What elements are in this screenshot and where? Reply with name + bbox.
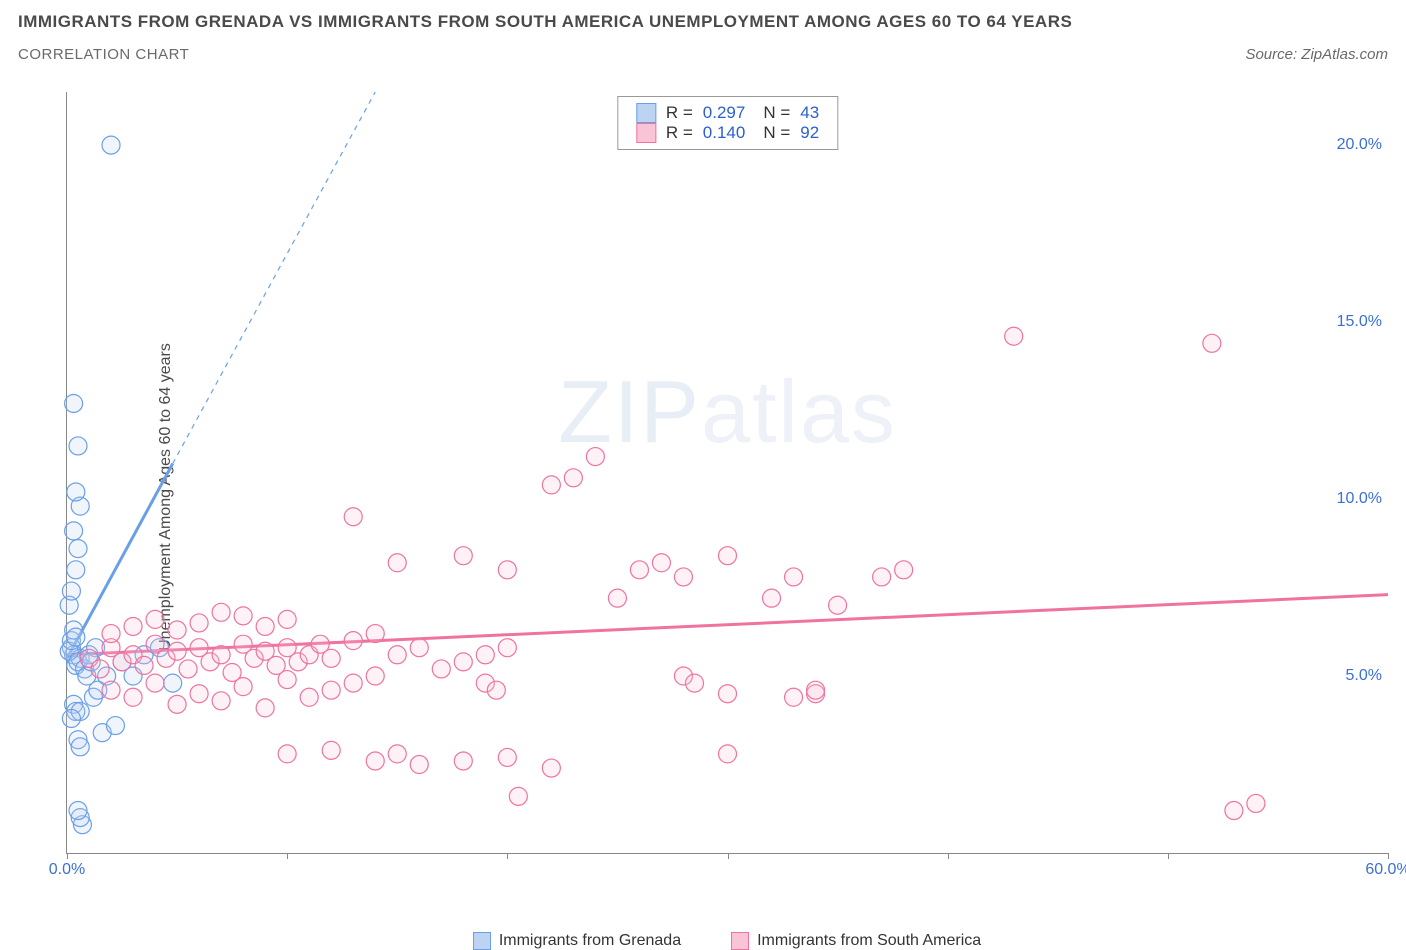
- stat-label: R =: [666, 123, 693, 143]
- x-tick-label: 0.0%: [49, 861, 85, 879]
- stat-value: 0.297: [703, 103, 746, 123]
- stats-row: R = 0.140 N = 92: [636, 123, 819, 143]
- chart-subtitle: CORRELATION CHART: [18, 46, 189, 63]
- stats-legend: R = 0.297 N = 43 R = 0.140 N = 92: [617, 96, 838, 150]
- chart-container: Unemployment Among Ages 60 to 64 years Z…: [18, 92, 1388, 902]
- stat-label: R =: [666, 103, 693, 123]
- y-tick-label: 5.0%: [1346, 667, 1382, 685]
- legend-label: Immigrants from Grenada: [499, 932, 681, 950]
- stat-value: 43: [800, 103, 819, 123]
- legend-item: Immigrants from South America: [731, 932, 981, 950]
- series-swatch-icon: [636, 103, 656, 123]
- page-title: IMMIGRANTS FROM GRENADA VS IMMIGRANTS FR…: [18, 12, 1388, 32]
- stat-label: N =: [763, 103, 790, 123]
- x-tick-label: 60.0%: [1365, 861, 1406, 879]
- y-tick-label: 15.0%: [1337, 313, 1382, 331]
- stat-value: 92: [800, 123, 819, 143]
- y-tick-label: 10.0%: [1337, 490, 1382, 508]
- stat-label: N =: [763, 123, 790, 143]
- y-tick-label: 20.0%: [1337, 136, 1382, 154]
- chart-svg: [67, 92, 1388, 853]
- legend-item: Immigrants from Grenada: [473, 932, 681, 950]
- legend-label: Immigrants from South America: [757, 932, 981, 950]
- series-swatch-icon: [636, 123, 656, 143]
- stats-row: R = 0.297 N = 43: [636, 103, 819, 123]
- scatter-plot: ZIPatlas R = 0.297 N = 43 R = 0.140 N = …: [66, 92, 1388, 854]
- source-label: Source: ZipAtlas.com: [1245, 46, 1388, 63]
- bottom-legend: Immigrants from Grenada Immigrants from …: [66, 932, 1388, 950]
- legend-swatch-icon: [473, 932, 491, 950]
- legend-swatch-icon: [731, 932, 749, 950]
- stat-value: 0.140: [703, 123, 746, 143]
